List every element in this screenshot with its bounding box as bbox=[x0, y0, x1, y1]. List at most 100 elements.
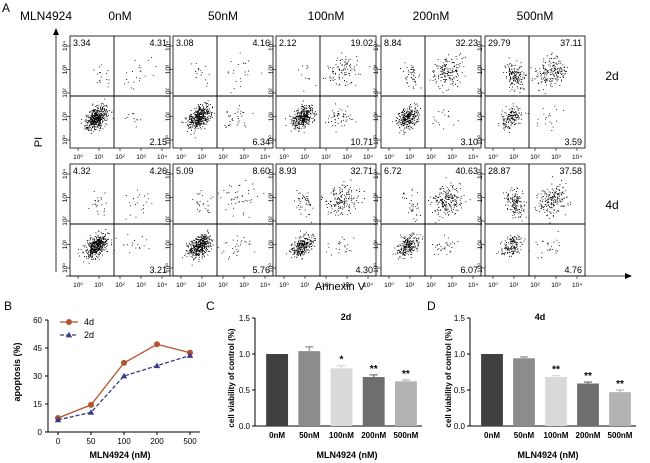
flow-y-tick-label: 10³ bbox=[62, 64, 69, 74]
quadrant-value-upper-left: 3.34 bbox=[73, 38, 91, 48]
bar-y-tick-label: 1.0 bbox=[454, 350, 466, 359]
flow-x-tick-label: 10⁰ bbox=[279, 282, 289, 289]
line-series-2d bbox=[57, 354, 191, 421]
line-y-tick-label: 0 bbox=[38, 428, 43, 437]
flow-x-tick-label: 10⁰ bbox=[488, 154, 498, 161]
bar-d-y-label: cell viability of control (%) bbox=[444, 328, 453, 427]
flow-y-tick-label: 10⁰ bbox=[373, 263, 380, 273]
bar-x-tick-label: 500nM bbox=[608, 431, 633, 440]
bar-y-tick-label: 0.5 bbox=[454, 386, 466, 395]
flow-y-tick-label: 10³ bbox=[268, 192, 275, 202]
flow-y-tick-label: 10² bbox=[477, 215, 484, 225]
quadrant-value-upper-right: 19.02 bbox=[350, 38, 373, 48]
flow-x-tick-label: 10⁰ bbox=[73, 154, 83, 161]
flow-plot-frame bbox=[275, 35, 377, 149]
bar-d-title: 4d bbox=[535, 312, 546, 322]
flow-y-label: PI bbox=[33, 137, 45, 147]
flow-y-tick-label: 10³ bbox=[373, 192, 380, 202]
quadrant-value-upper-right: 4.26 bbox=[149, 166, 167, 176]
line-point-4d bbox=[88, 401, 94, 408]
flow-x-tick-label: 10⁰ bbox=[384, 282, 394, 289]
flow-x-tick-label: 10¹ bbox=[94, 154, 104, 161]
bar-x-tick-label: 200nM bbox=[361, 431, 386, 440]
flow-x-tick-label: 10⁰ bbox=[488, 282, 498, 289]
flow-y-tick-label: 10³ bbox=[62, 192, 69, 202]
flow-y-tick-label: 10¹ bbox=[165, 111, 172, 121]
flow-x-tick-label: 10⁴ bbox=[260, 282, 270, 289]
flow-x-tick-label: 10² bbox=[218, 282, 228, 289]
quadrant-value-upper-left: 8.84 bbox=[384, 38, 402, 48]
flow-x-tick-label: 10⁴ bbox=[260, 154, 270, 161]
quadrant-value-upper-left: 3.08 bbox=[176, 38, 194, 48]
panel-label-a: A bbox=[2, 1, 10, 15]
flow-y-tick-label: 10¹ bbox=[62, 239, 69, 249]
quadrant-value-upper-left: 2.12 bbox=[279, 38, 297, 48]
line-y-tick-label: 45 bbox=[33, 344, 42, 353]
bar-x-tick-label: 50nM bbox=[514, 431, 535, 440]
quadrant-value-upper-left: 5.09 bbox=[176, 166, 194, 176]
line-x-label: MLN4924 (nM) bbox=[89, 450, 150, 460]
flow-x-label: Annexin V bbox=[315, 281, 366, 293]
flow-events bbox=[181, 52, 263, 139]
bar-x-tick-label: 100nM bbox=[329, 431, 354, 440]
flow-x-tick-label: 10³ bbox=[551, 154, 561, 161]
flow-title: MLN4924 bbox=[20, 9, 72, 23]
flow-y-tick-label: 10⁰ bbox=[268, 135, 275, 145]
bar-d-x-label: MLN4924 (nM) bbox=[517, 450, 578, 460]
line-y-tick-label: 30 bbox=[33, 372, 42, 381]
flow-y-tick-label: 10⁴ bbox=[165, 169, 172, 179]
bar-500nM bbox=[609, 392, 631, 426]
legend-label-4d: 4d bbox=[84, 317, 94, 327]
bar-x-tick-label: 100nM bbox=[544, 431, 569, 440]
bar-x-tick-label: 0nM bbox=[484, 431, 500, 440]
flow-y-tick-label: 10⁴ bbox=[268, 41, 275, 51]
quadrant-value-upper-right: 32.23 bbox=[455, 38, 478, 48]
flow-y-tick-label: 10⁰ bbox=[477, 263, 484, 273]
flow-y-tick-label: 10⁰ bbox=[62, 135, 69, 145]
flow-y-tick-label: 10³ bbox=[268, 64, 275, 74]
flow-y-tick-label: 10¹ bbox=[62, 111, 69, 121]
flow-events bbox=[285, 179, 365, 260]
arrow-right-icon bbox=[625, 273, 632, 279]
flow-x-tick-label: 10¹ bbox=[197, 282, 207, 289]
line-point-2d bbox=[186, 352, 194, 358]
legend-marker-4d bbox=[66, 319, 72, 325]
line-series-4d bbox=[57, 343, 191, 419]
flow-x-tick-label: 10⁰ bbox=[176, 282, 186, 289]
significance-marker: ** bbox=[370, 364, 378, 375]
quadrant-value-upper-left: 4.32 bbox=[73, 166, 91, 176]
flow-x-tick-label: 10⁴ bbox=[468, 154, 478, 161]
quadrant-value-lower-right: 4.76 bbox=[564, 265, 582, 275]
flow-plot-frame bbox=[172, 35, 274, 149]
bar-y-tick-label: 0.0 bbox=[454, 422, 466, 431]
flow-y-tick-label: 10¹ bbox=[373, 111, 380, 121]
significance-marker: ** bbox=[402, 369, 410, 380]
quadrant-value-lower-right: 4.30 bbox=[355, 265, 373, 275]
flow-x-tick-label: 10³ bbox=[447, 282, 457, 289]
bar-50nM bbox=[513, 358, 535, 426]
flow-x-tick-label: 10³ bbox=[342, 154, 352, 161]
significance-marker: * bbox=[340, 355, 344, 366]
flow-y-tick-label: 10³ bbox=[477, 192, 484, 202]
quadrant-value-upper-right: 4.31 bbox=[149, 38, 167, 48]
flow-plot-frame bbox=[69, 35, 171, 149]
flow-col-label: 200nM bbox=[413, 9, 450, 23]
flow-plot: 10⁰ 10⁰ 10¹ 10¹ 10² 10² 10³ 10³ 10⁴ 10⁴ 5.09 8.60 5.… bbox=[165, 163, 274, 289]
line-point-2d bbox=[120, 372, 128, 379]
flow-x-tick-label: 10⁴ bbox=[572, 282, 582, 289]
flow-plot: 10⁰ 10⁰ 10¹ 10¹ 10² 10² 10³ 10³ 10⁴ 10⁴ 8.84 32.23 3… bbox=[373, 35, 482, 161]
quadrant-value-upper-right: 8.60 bbox=[252, 166, 270, 176]
flow-y-tick-label: 10⁴ bbox=[268, 169, 275, 179]
flow-x-tick-label: 10⁴ bbox=[157, 282, 167, 289]
flow-x-tick-label: 10⁰ bbox=[384, 154, 394, 161]
quadrant-value-lower-right: 10.71 bbox=[350, 137, 373, 147]
flow-y-tick-label: 10³ bbox=[477, 64, 484, 74]
flow-y-tick-label: 10⁰ bbox=[268, 263, 275, 273]
flow-y-tick-label: 10¹ bbox=[268, 111, 275, 121]
bar-x-tick-label: 500nM bbox=[393, 431, 418, 440]
flow-x-tick-label: 10¹ bbox=[300, 154, 310, 161]
flow-y-tick-label: 10³ bbox=[165, 64, 172, 74]
bar-50nM bbox=[298, 351, 321, 426]
flow-y-tick-label: 10⁴ bbox=[373, 41, 380, 51]
